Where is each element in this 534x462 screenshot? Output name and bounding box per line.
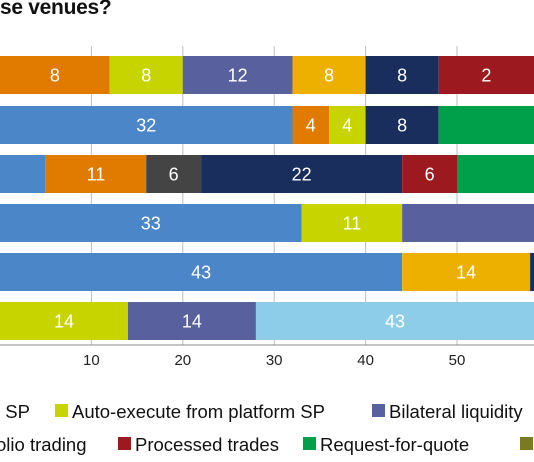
legend-label: olio trading (0, 434, 87, 455)
legend-label: Processed trades (135, 434, 279, 455)
bar-value-label: 14 (182, 312, 202, 332)
bar-segment (0, 106, 293, 144)
bar-value-label: 11 (87, 165, 106, 185)
legend-label: Request-for-quote (320, 434, 469, 455)
bar-segment (146, 155, 202, 193)
bar-segment (0, 253, 403, 291)
legend-label: Bilateral liquidity (389, 401, 523, 422)
legend-swatch (372, 404, 385, 417)
bar-segment (0, 56, 110, 94)
legend-label: Auto-execute from platform SP (72, 401, 325, 422)
bar-value-label: 6 (425, 165, 435, 185)
bar-segment (292, 106, 330, 144)
bar-value-label: 43 (385, 312, 405, 332)
legend-label: r SP (0, 401, 30, 422)
bar-value-label: 11 (343, 214, 362, 234)
bar-segment (329, 106, 366, 144)
bar-value-label: 14 (456, 263, 476, 283)
bar-segment (255, 302, 534, 340)
bar-value-label: 8 (397, 116, 407, 136)
bar-value-label: 33 (141, 214, 161, 234)
bar-segment (182, 56, 293, 94)
bar-segment (292, 56, 366, 94)
bar-value-label: 32 (136, 116, 156, 136)
bar-segment (402, 204, 534, 242)
bar-segment (365, 56, 439, 94)
bar-segment (438, 106, 534, 144)
legend-swatch (520, 437, 533, 450)
bar-value-label: 22 (292, 165, 312, 185)
bar-segment (438, 56, 534, 94)
bar-segment (530, 253, 534, 291)
bar-segment (45, 155, 147, 193)
bar-value-label: 4 (306, 116, 316, 136)
legend-swatch (118, 437, 131, 450)
bar-value-label: 8 (141, 66, 151, 86)
bar-segment (0, 204, 302, 242)
legend-swatch (55, 404, 68, 417)
x-tick-label: 40 (357, 352, 374, 369)
bar-segment (457, 155, 534, 193)
bar-value-label: 14 (54, 312, 74, 332)
bar-segment (365, 106, 439, 144)
x-tick-label: 20 (174, 352, 191, 369)
bar-value-label: 4 (342, 116, 352, 136)
bar-value-label: 8 (50, 66, 60, 86)
bar-value-label: 8 (397, 66, 407, 86)
chart-title: se venues? (0, 0, 112, 19)
x-tick-label: 10 (83, 352, 100, 369)
bar-segment (201, 155, 403, 193)
bar-value-label: 6 (169, 165, 179, 185)
bar-segment (402, 253, 531, 291)
bar-segment (109, 56, 183, 94)
bar-value-label: 43 (191, 263, 211, 283)
bar-segment (0, 302, 128, 340)
bar-value-label: 2 (481, 66, 491, 86)
bar-value-label: 8 (324, 66, 334, 86)
x-tick-label: 30 (266, 352, 283, 369)
bar-segment (127, 302, 256, 340)
x-tick-label: 50 (449, 352, 466, 369)
bar-value-label: 12 (228, 66, 248, 86)
legend-swatch (303, 437, 316, 450)
bar-segment (301, 204, 403, 242)
bar-segment (402, 155, 457, 193)
bar-segment (0, 155, 46, 193)
